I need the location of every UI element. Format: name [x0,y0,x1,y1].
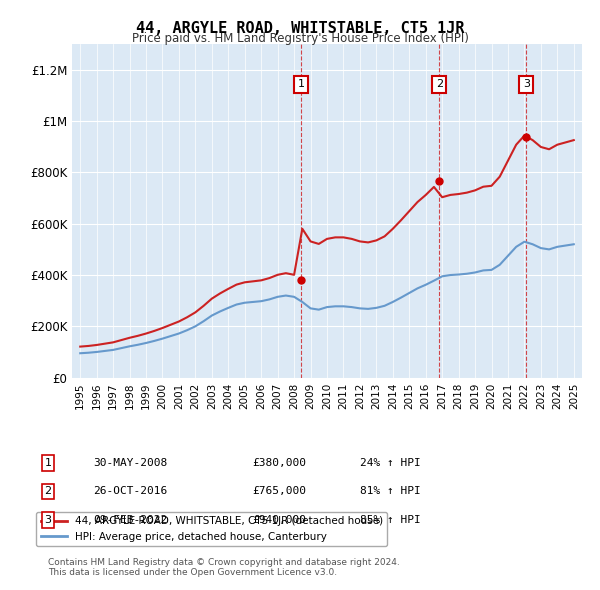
Text: 2: 2 [436,79,443,89]
Text: 3: 3 [44,515,52,525]
Text: 24% ↑ HPI: 24% ↑ HPI [360,458,421,468]
Text: Price paid vs. HM Land Registry's House Price Index (HPI): Price paid vs. HM Land Registry's House … [131,32,469,45]
Text: 44, ARGYLE ROAD, WHITSTABLE, CT5 1JR: 44, ARGYLE ROAD, WHITSTABLE, CT5 1JR [136,21,464,35]
Text: £380,000: £380,000 [252,458,306,468]
Text: Contains HM Land Registry data © Crown copyright and database right 2024.
This d: Contains HM Land Registry data © Crown c… [48,558,400,577]
Legend: 44, ARGYLE ROAD, WHITSTABLE, CT5 1JR (detached house), HPI: Average price, detac: 44, ARGYLE ROAD, WHITSTABLE, CT5 1JR (de… [37,512,387,546]
Text: £940,000: £940,000 [252,515,306,525]
Text: 09-FEB-2022: 09-FEB-2022 [93,515,167,525]
Text: 85% ↑ HPI: 85% ↑ HPI [360,515,421,525]
Text: 3: 3 [523,79,530,89]
Text: 1: 1 [44,458,52,468]
Text: 1: 1 [298,79,304,89]
Text: 2: 2 [44,487,52,496]
Text: 81% ↑ HPI: 81% ↑ HPI [360,487,421,496]
Text: £765,000: £765,000 [252,487,306,496]
Text: 30-MAY-2008: 30-MAY-2008 [93,458,167,468]
Text: 26-OCT-2016: 26-OCT-2016 [93,487,167,496]
